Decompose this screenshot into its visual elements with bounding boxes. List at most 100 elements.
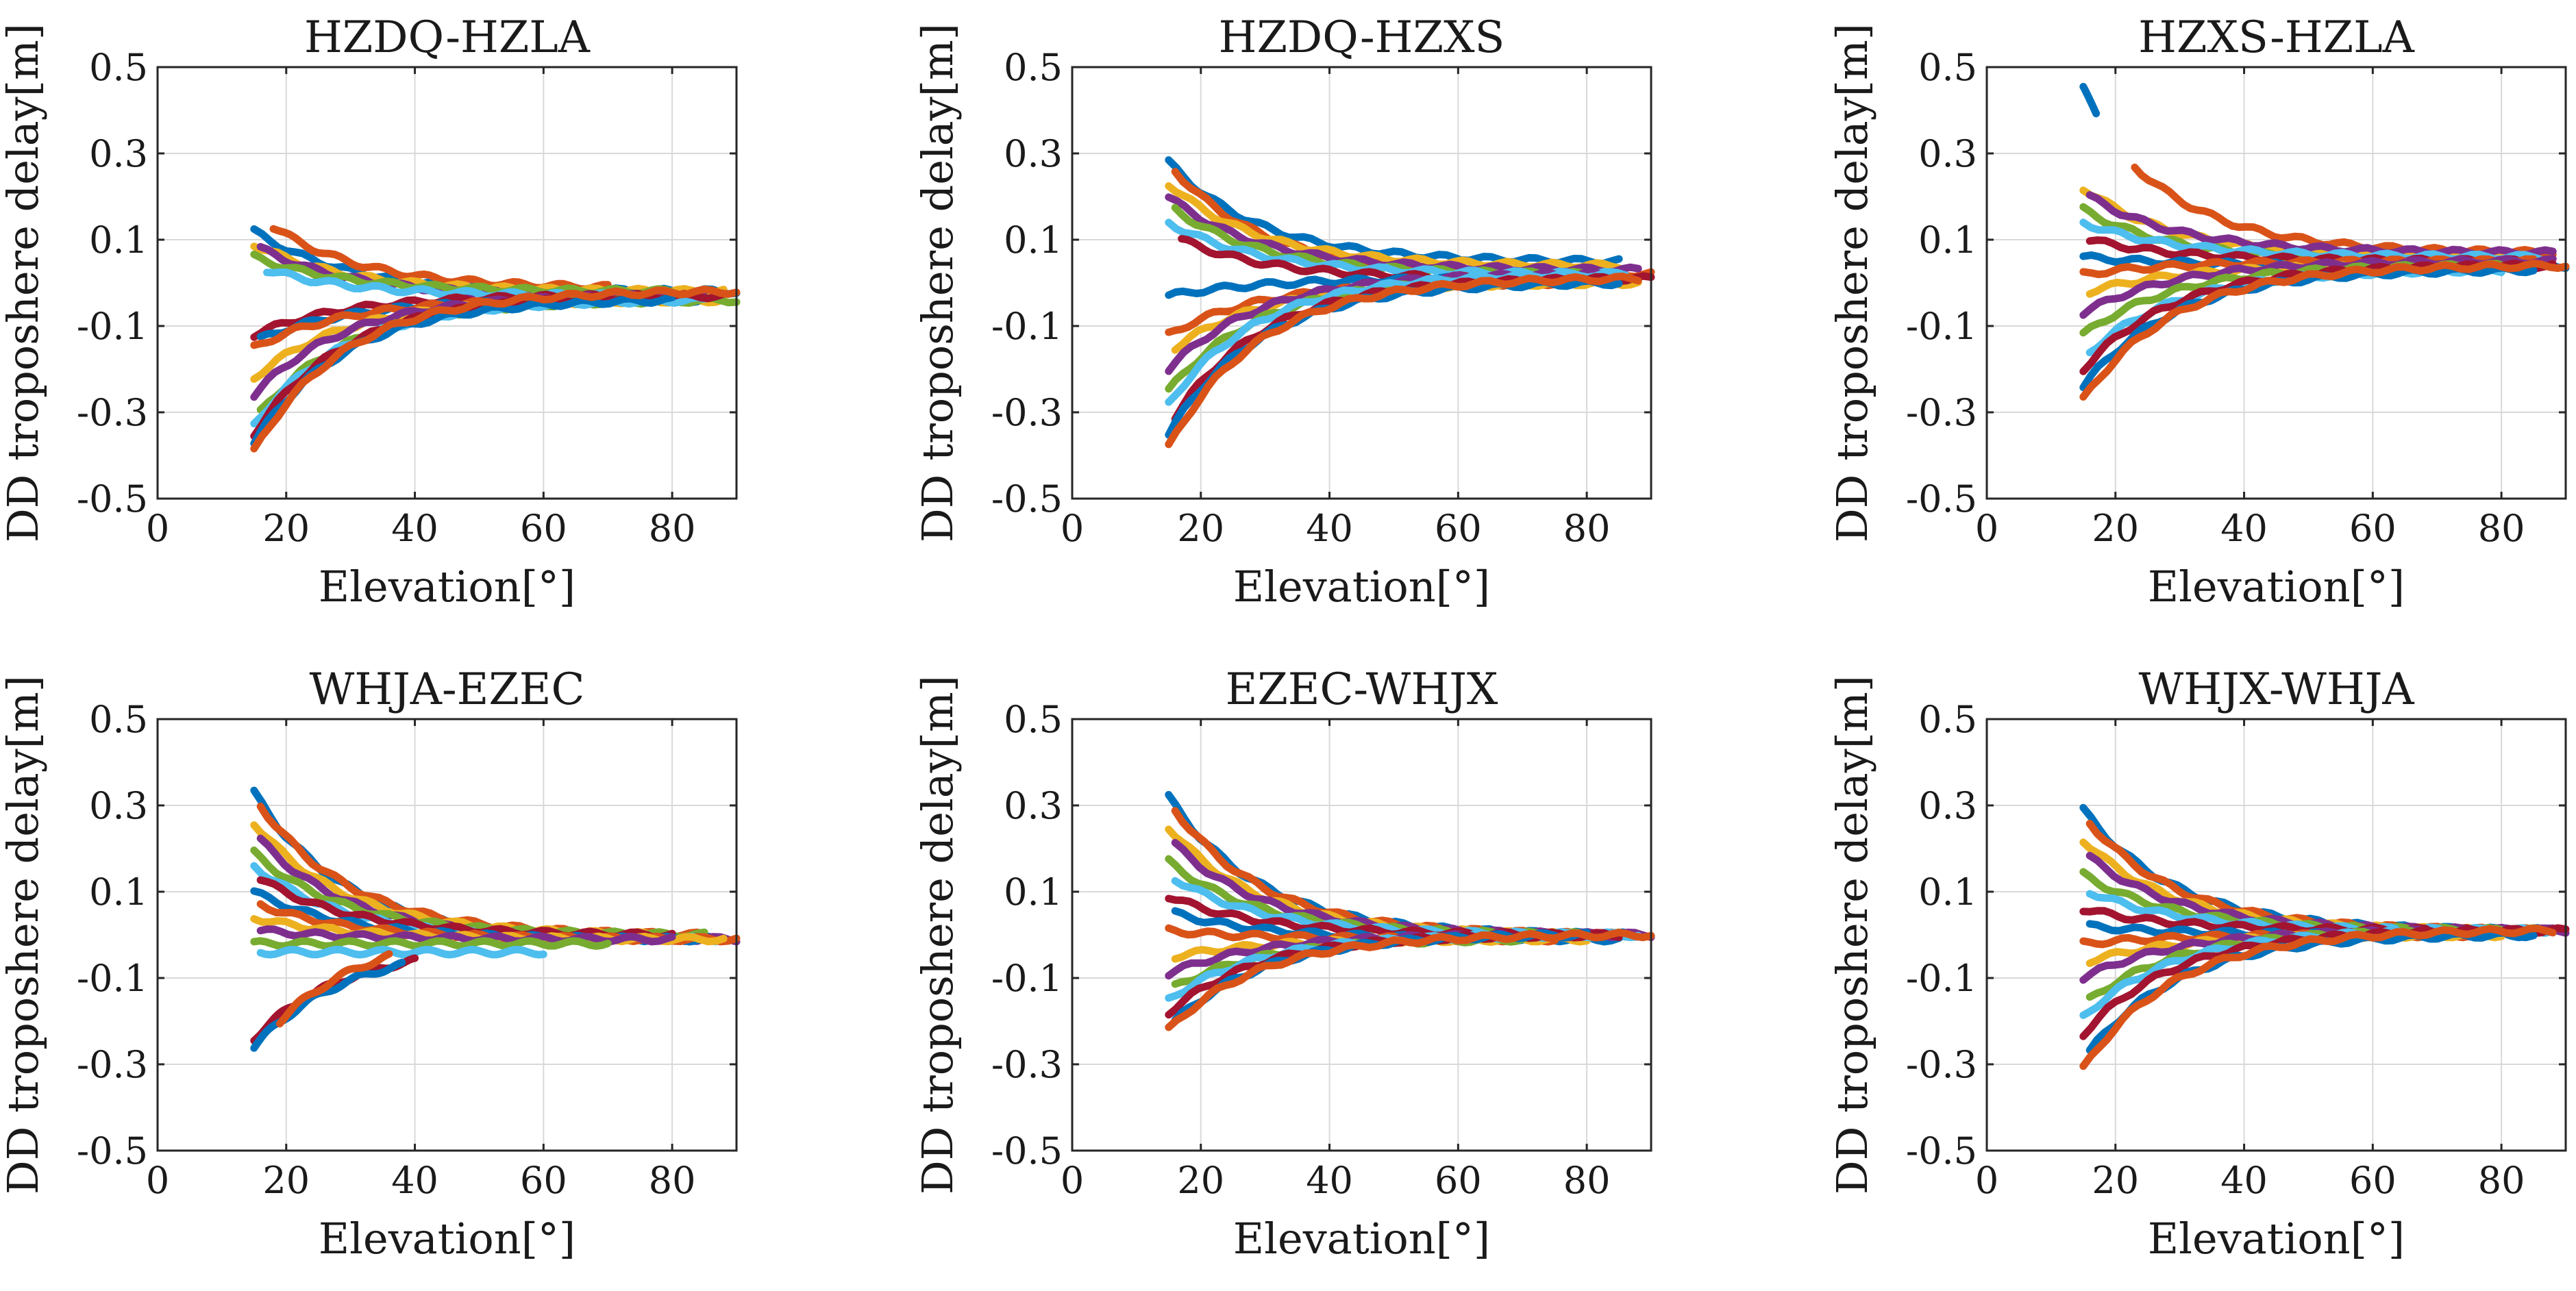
- x-tick-label: 60: [1435, 507, 1482, 550]
- y-tick-label: 0.3: [89, 784, 148, 827]
- x-tick-label: 20: [262, 507, 310, 550]
- panel-title: WHJX-WHJA: [2138, 664, 2414, 715]
- x-tick-label: 20: [2092, 1159, 2139, 1202]
- y-tick-label: 0.1: [1918, 218, 1977, 262]
- data-series-16: [1165, 929, 1655, 1031]
- y-tick-label: -0.5: [991, 477, 1063, 521]
- y-tick-label: -0.3: [991, 1043, 1063, 1086]
- y-tick-label: -0.1: [1906, 305, 1977, 348]
- axes-box: [156, 718, 738, 1152]
- y-tick-label: -0.3: [1906, 391, 1977, 434]
- y-tick-label: -0.5: [77, 477, 148, 521]
- data-series-group: [2079, 83, 2570, 401]
- y-tick-label: -0.3: [1906, 1043, 1977, 1086]
- y-tick-label: 0.1: [1004, 870, 1063, 914]
- data-series-group: [1165, 790, 1655, 1031]
- y-tick-label: 0.1: [89, 870, 148, 914]
- y-tick-label: -0.5: [77, 1129, 148, 1173]
- axes-box: [1985, 718, 2567, 1152]
- y-axis-label: DD troposhere delay[m]: [0, 675, 48, 1194]
- data-series-16: [275, 950, 393, 1028]
- data-series-group: [2079, 803, 2570, 1070]
- chart-panel-6: 0 20 40 60 80 0.5 0.3 0.1 -0.1 -0.3 -0.5 WHJX-WHJA E…: [1827, 664, 2570, 1264]
- panel-title: WHJA-EZEC: [310, 664, 585, 715]
- panel-title: HZDQ-HZLA: [304, 12, 591, 63]
- y-tick-label: 0.3: [89, 132, 148, 175]
- y-tick-label: -0.1: [991, 957, 1063, 1000]
- panel-title: EZEC-WHJX: [1226, 664, 1498, 715]
- y-axis-label: DD troposhere delay[m]: [913, 23, 963, 542]
- data-series-12: [250, 937, 612, 950]
- chart-panel-2: 0 20 40 60 80 0.5 0.3 0.1 -0.1 -0.3 -0.5 HZDQ-HZXS E…: [913, 12, 1655, 612]
- chart-panel-4: 0 20 40 60 80 0.5 0.3 0.1 -0.1 -0.3 -0.5 WHJA-EZEC E…: [0, 664, 741, 1264]
- data-series-13: [256, 945, 547, 959]
- data-series-1: [2079, 83, 2101, 118]
- x-tick-label: 40: [2220, 507, 2268, 550]
- x-tick-label: 40: [1306, 1159, 1353, 1202]
- panel-title: HZXS-HZLA: [2138, 12, 2414, 63]
- x-tick-label: 40: [391, 507, 438, 550]
- y-tick-label: 0.5: [89, 46, 148, 89]
- y-tick-label: -0.1: [77, 957, 148, 1000]
- x-tick-label: 60: [2349, 1159, 2397, 1202]
- y-tick-label: -0.5: [1906, 1129, 1977, 1173]
- y-tick-label: 0.1: [1004, 218, 1063, 262]
- axes-box: [1071, 66, 1652, 500]
- x-tick-label: 0: [1061, 507, 1084, 550]
- x-axis-label: Elevation[°]: [1233, 1214, 1490, 1264]
- y-tick-label: -0.1: [1906, 957, 1977, 1000]
- y-tick-label: 0.3: [1918, 132, 1977, 175]
- data-series-group: [250, 786, 741, 1052]
- x-tick-label: 80: [2478, 1159, 2525, 1202]
- y-tick-label: -0.3: [77, 391, 148, 434]
- x-tick-label: 60: [520, 507, 567, 550]
- x-tick-label: 0: [1061, 1159, 1084, 1202]
- y-tick-label: 0.3: [1918, 784, 1977, 827]
- x-tick-label: 60: [520, 1159, 567, 1202]
- data-series-2: [2131, 163, 2557, 259]
- data-series-group: [1165, 156, 1655, 449]
- y-tick-label: -0.1: [77, 305, 148, 348]
- data-series-group: [250, 225, 741, 453]
- y-tick-label: 0.5: [1918, 46, 1977, 89]
- y-tick-label: -0.1: [991, 305, 1063, 348]
- x-tick-label: 80: [1563, 507, 1611, 550]
- data-series-16: [1165, 273, 1642, 449]
- y-tick-label: -0.5: [1906, 477, 1977, 521]
- y-tick-label: 0.5: [1004, 698, 1063, 741]
- y-tick-label: 0.1: [89, 218, 148, 262]
- y-tick-label: 0.1: [1918, 870, 1977, 914]
- x-axis-label: Elevation[°]: [2148, 562, 2405, 612]
- x-tick-label: 60: [1435, 1159, 1482, 1202]
- x-tick-label: 80: [649, 507, 696, 550]
- y-axis-label: DD troposhere delay[m]: [0, 23, 48, 542]
- x-tick-label: 20: [1177, 1159, 1224, 1202]
- data-series-16: [2079, 925, 2557, 1070]
- x-axis-label: Elevation[°]: [2148, 1214, 2405, 1264]
- x-tick-label: 0: [1975, 507, 1998, 550]
- x-tick-label: 80: [1563, 1159, 1611, 1202]
- x-tick-label: 0: [146, 507, 169, 550]
- data-series-16: [2079, 260, 2570, 401]
- x-tick-label: 0: [146, 1159, 169, 1202]
- axes-box: [1071, 718, 1652, 1152]
- x-tick-label: 40: [391, 1159, 438, 1202]
- x-tick-label: 40: [1306, 507, 1353, 550]
- y-tick-label: -0.3: [991, 391, 1063, 434]
- x-tick-label: 0: [1975, 1159, 1998, 1202]
- chart-panel-5: 0 20 40 60 80 0.5 0.3 0.1 -0.1 -0.3 -0.5 EZEC-WHJX E…: [913, 664, 1655, 1264]
- y-axis-label: DD troposhere delay[m]: [1827, 23, 1877, 542]
- x-tick-label: 20: [1177, 507, 1224, 550]
- axes-box: [1985, 66, 2567, 500]
- y-tick-label: 0.5: [1004, 46, 1063, 89]
- y-tick-label: 0.3: [1004, 132, 1063, 175]
- x-tick-label: 60: [2349, 507, 2397, 550]
- chart-panel-1: 0 20 40 60 80 0.5 0.3 0.1 -0.1 -0.3 -0.5 HZDQ-HZLA E…: [0, 12, 741, 612]
- x-tick-label: 80: [649, 1159, 696, 1202]
- y-axis-label: DD troposhere delay[m]: [913, 675, 963, 1194]
- y-tick-label: -0.5: [991, 1129, 1063, 1173]
- y-axis-label: DD troposhere delay[m]: [1827, 675, 1877, 1194]
- x-tick-label: 80: [2478, 507, 2525, 550]
- y-tick-label: 0.5: [1918, 698, 1977, 741]
